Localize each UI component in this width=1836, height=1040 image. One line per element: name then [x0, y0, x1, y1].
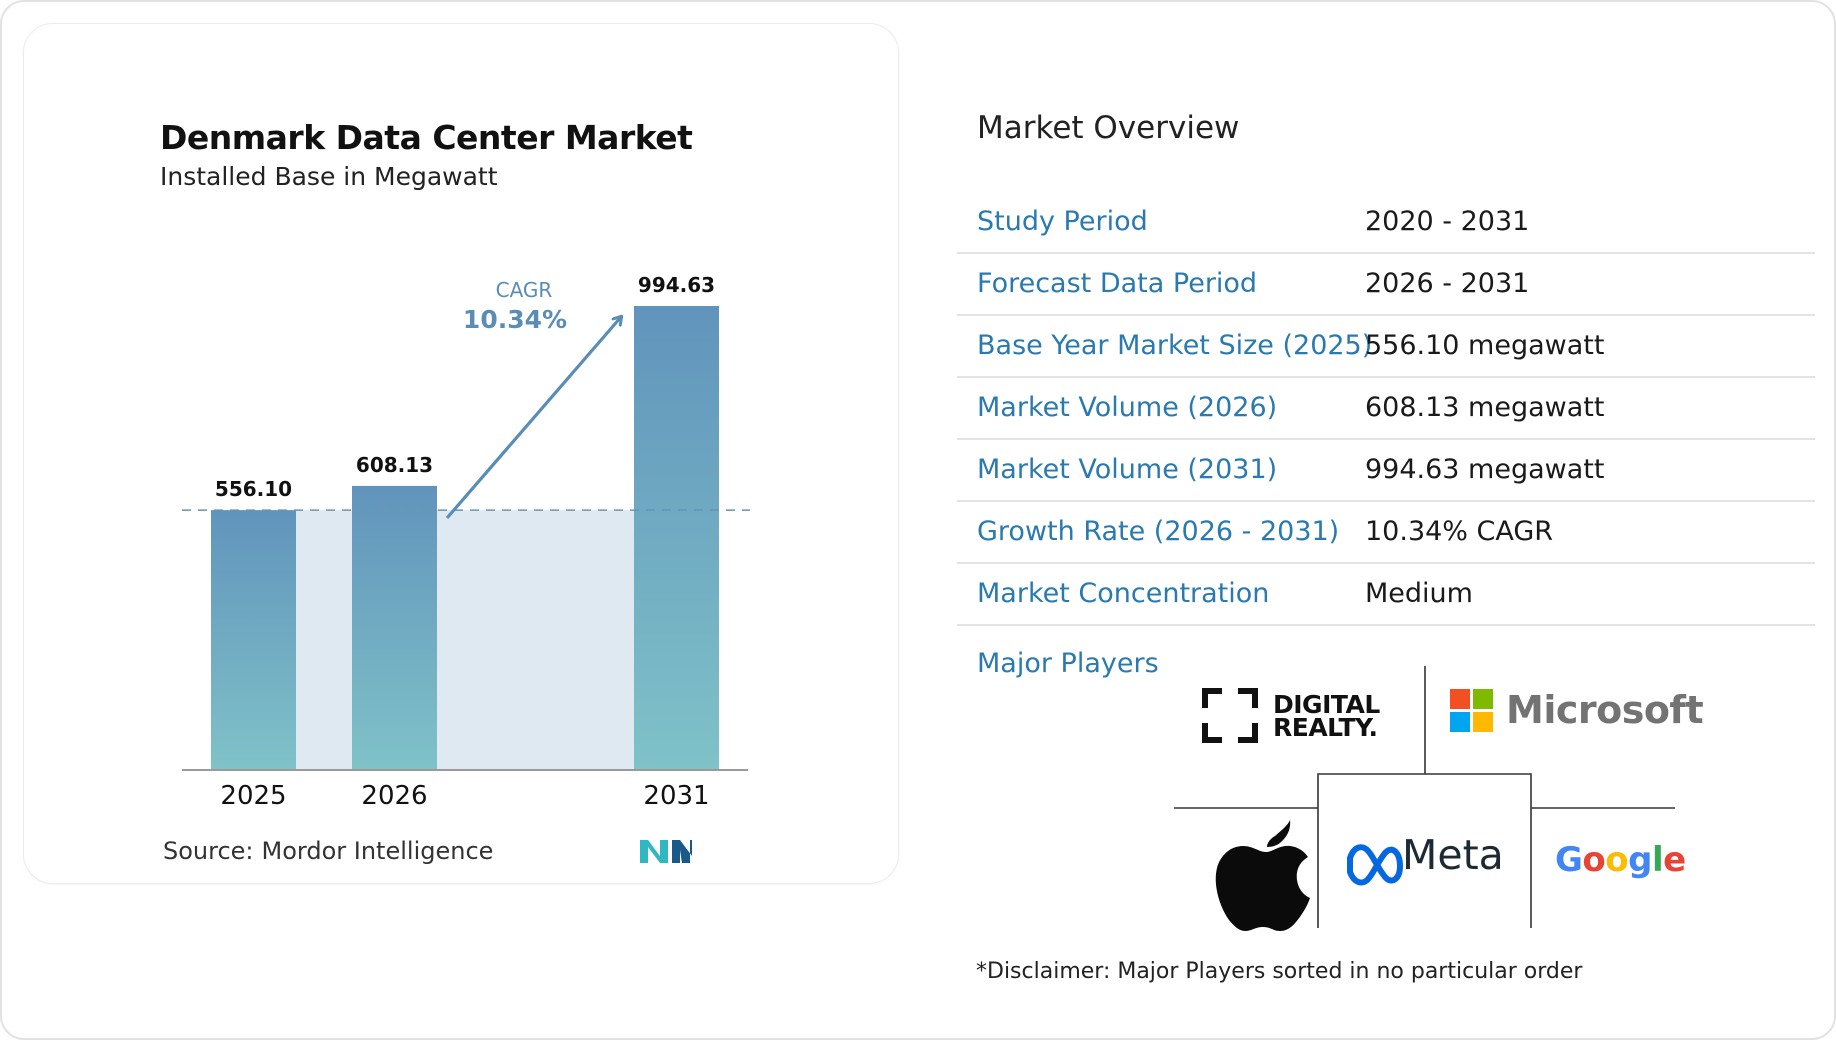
- cagr-value: 10.34%: [463, 305, 567, 334]
- row-value: 2020 - 2031: [1365, 206, 1530, 237]
- cagr-arrow: [445, 317, 621, 520]
- digital-realty-line1: DIGITAL: [1273, 690, 1380, 719]
- row-value: 2026 - 2031: [1365, 268, 1530, 299]
- overview-row: Growth Rate (2026 - 2031) 10.34% CAGR: [957, 502, 1815, 564]
- row-label: Base Year Market Size (2025): [977, 330, 1373, 361]
- data-label-2031: 994.63: [638, 273, 715, 297]
- market-overview-title: Market Overview: [977, 110, 1240, 146]
- row-value: 10.34% CAGR: [1365, 516, 1554, 547]
- overview-row: Market Concentration Medium: [957, 564, 1815, 626]
- google-letter: g: [1628, 840, 1652, 880]
- digital-realty-line2: REALTY.: [1273, 713, 1378, 742]
- data-label-2026: 608.13: [356, 453, 433, 477]
- row-value: Medium: [1365, 578, 1473, 609]
- meta-box: [1317, 773, 1532, 928]
- chart-source: Source: Mordor Intelligence: [163, 837, 493, 865]
- source-label: Source:: [163, 837, 254, 865]
- disclaimer: *Disclaimer: Major Players sorted in no …: [976, 959, 1583, 984]
- meta-logo: Meta: [1402, 831, 1504, 879]
- row-value: 994.63 megawatt: [1365, 454, 1605, 485]
- market-overview-table: Study Period 2020 - 2031 Forecast Data Pe…: [957, 192, 1815, 626]
- x-tick-label-2026: 2026: [361, 781, 427, 811]
- overview-row: Market Volume (2026) 608.13 megawatt: [957, 378, 1815, 440]
- google-letter: o: [1582, 840, 1606, 880]
- row-value: 556.10 megawatt: [1365, 330, 1605, 361]
- bar-2026: [352, 485, 437, 769]
- microsoft-icon: [1450, 689, 1493, 732]
- bar-2031: [634, 306, 719, 769]
- chart-subtitle: Installed Base in Megawatt: [160, 162, 498, 191]
- x-tick-label-2025: 2025: [220, 781, 286, 811]
- row-label: Market Concentration: [977, 578, 1270, 609]
- google-letter: o: [1605, 840, 1629, 880]
- mordor-logo-icon: [640, 840, 692, 863]
- overview-row: Study Period 2020 - 2031: [957, 192, 1815, 254]
- apple-icon: [1215, 820, 1310, 931]
- google-letter: l: [1651, 840, 1664, 880]
- data-label-2025: 556.10: [215, 477, 292, 501]
- row-label: Market Volume (2026): [977, 392, 1278, 423]
- bar-chart: 556.10 2025 608.13 2026 994.63 2031 CAGR 10.3…: [182, 273, 750, 863]
- row-label: Growth Rate (2026 - 2031): [977, 516, 1340, 547]
- row-label: Study Period: [977, 206, 1148, 237]
- microsoft-logo: Microsoft: [1506, 688, 1704, 732]
- cagr-label: CAGR: [496, 278, 553, 302]
- row-label: Market Volume (2031): [977, 454, 1278, 485]
- x-tick-label-2031: 2031: [643, 781, 709, 811]
- source-name: Mordor Intelligence: [261, 837, 494, 865]
- major-players-label: Major Players: [977, 648, 1159, 679]
- row-label: Forecast Data Period: [977, 268, 1258, 299]
- digital-realty-logo: DIGITAL REALTY.: [1273, 690, 1380, 742]
- google-letter: e: [1663, 840, 1686, 880]
- chart-title: Denmark Data Center Market: [160, 118, 693, 157]
- google-letter: G: [1555, 840, 1583, 880]
- bar-2025: [211, 510, 296, 769]
- digital-realty-icon: [1202, 688, 1258, 743]
- google-logo: Google: [1555, 840, 1686, 880]
- overview-row: Market Volume (2031) 994.63 megawatt: [957, 440, 1815, 502]
- overview-row: Forecast Data Period 2026 - 2031: [957, 254, 1815, 316]
- overview-row: Base Year Market Size (2025) 556.10 megaw…: [957, 316, 1815, 378]
- row-value: 608.13 megawatt: [1365, 392, 1605, 423]
- meta-icon: [1347, 844, 1403, 886]
